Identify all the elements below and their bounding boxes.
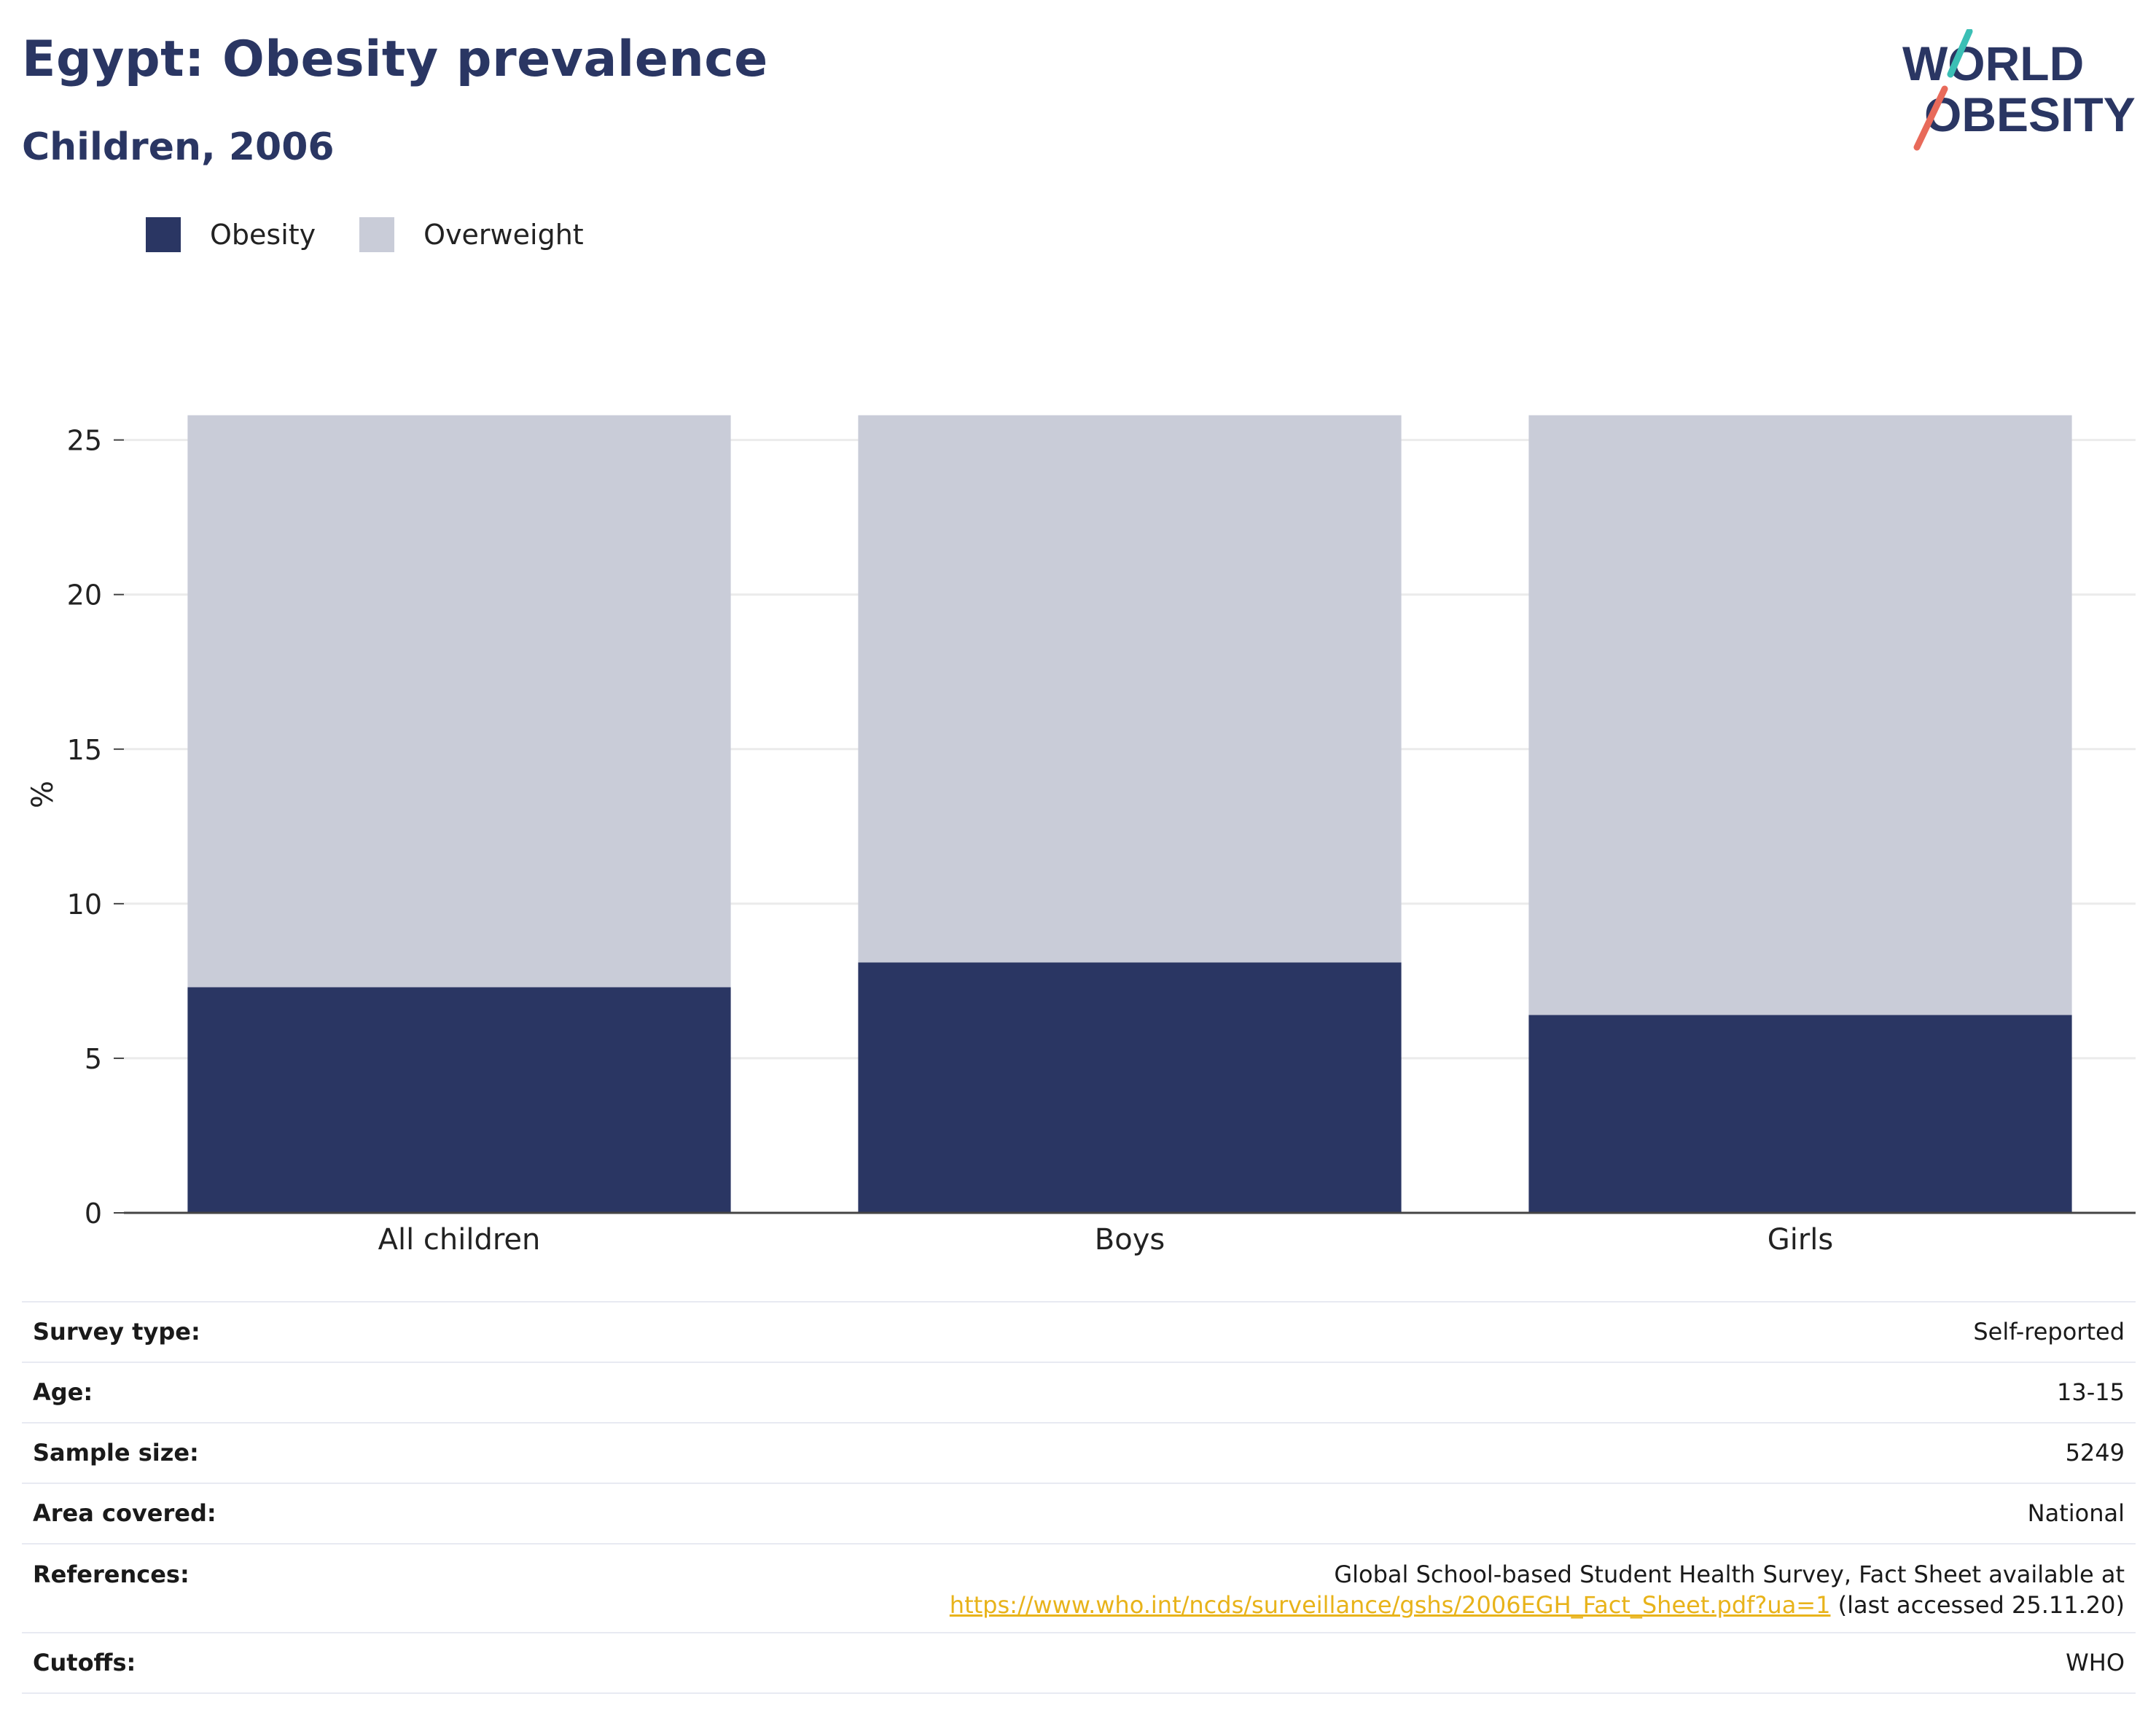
logo-word-obesity: OBESITY [1924,87,2136,141]
info-label-age: Age: [22,1362,332,1423]
logo-slash-top [1947,29,1973,78]
stacked-bar-chart: 0 5 10 15 20 25% All children Boys Girls [26,415,2136,1257]
x-tick-label: All children [378,1223,541,1257]
legend-item-obesity[interactable]: Obesity [146,217,316,252]
logo-slash-bottom [1913,85,1948,151]
bar-obesity-all-children [187,987,731,1213]
info-value-area: National [331,1483,2136,1544]
page-title: Egypt: Obesity prevalence [22,31,768,88]
y-tick-label: 15 [67,734,102,766]
page-subtitle: Children, 2006 [22,125,335,169]
world-obesity-logo: WORLD OBESITY [1902,29,2136,151]
bar-obesity-boys [858,962,1402,1213]
info-label-cutoffs: Cutoffs: [22,1633,332,1694]
bar-overweight-girls [1528,415,2072,1015]
info-row-area: Area covered: National [22,1483,2136,1544]
info-row-survey-type: Survey type: Self-reported [22,1301,2136,1363]
x-tick-label: Boys [1095,1223,1165,1257]
info-value-survey-type: Self-reported [331,1301,2136,1363]
info-row-sample-size: Sample size: 5249 [22,1423,2136,1484]
references-text: Global School-based Student Health Surve… [1334,1561,2125,1588]
survey-info-table: Survey type: Self-reported Age: 13-15 Sa… [22,1301,2136,1694]
info-value-cutoffs: WHO [331,1633,2136,1694]
bar-obesity-girls [1528,1015,2072,1213]
x-tick-label: Girls [1768,1223,1834,1257]
info-value-age: 13-15 [331,1362,2136,1423]
logo-word-world: WORLD [1902,36,2084,90]
legend-swatch-obesity [146,217,181,252]
info-label-sample-size: Sample size: [22,1423,332,1484]
y-tick-label: 0 [85,1198,102,1230]
info-row-age: Age: 13-15 [22,1362,2136,1423]
bar-overweight-boys [858,415,1402,963]
legend-label-overweight: Overweight [423,219,584,251]
y-tick-label: 10 [67,889,102,921]
info-label-area: Area covered: [22,1483,332,1544]
info-label-survey-type: Survey type: [22,1301,332,1363]
y-tick-label: 20 [67,579,102,612]
y-axis-label: % [26,781,60,808]
info-value-sample-size: 5249 [331,1423,2136,1484]
info-value-references: Global School-based Student Health Surve… [331,1544,2136,1633]
y-tick-label: 25 [67,425,102,457]
bar-overweight-all-children [187,415,731,988]
legend-item-overweight[interactable]: Overweight [359,217,584,252]
info-row-cutoffs: Cutoffs: WHO [22,1633,2136,1694]
info-row-references: References: Global School-based Student … [22,1544,2136,1633]
chart-legend: Obesity Overweight [146,217,628,252]
info-label-references: References: [22,1544,332,1633]
legend-label-obesity: Obesity [210,219,316,251]
y-tick-label: 5 [85,1043,102,1075]
legend-swatch-overweight [359,217,395,252]
references-suffix: (last accessed 25.11.20) [1830,1591,2125,1619]
references-link[interactable]: https://www.who.int/ncds/surveillance/gs… [949,1591,1831,1619]
